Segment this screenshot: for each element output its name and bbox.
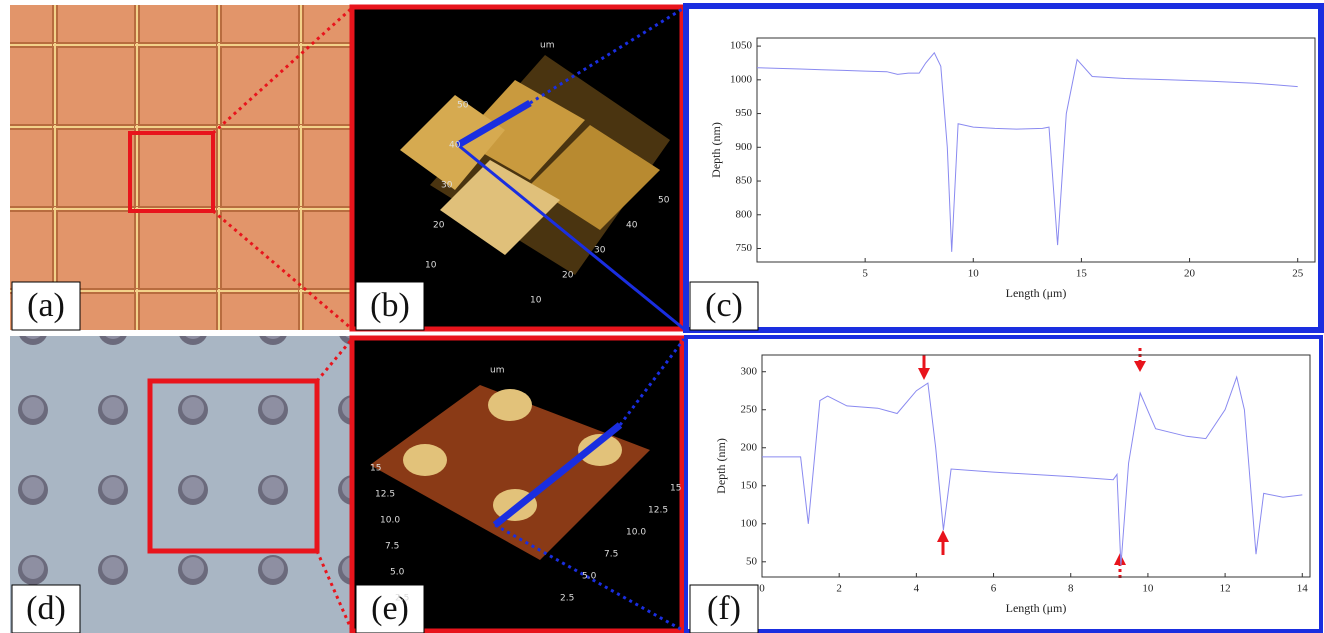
panel-label-box — [689, 584, 759, 633]
afm-surface — [370, 385, 650, 560]
y-axis-label: Depth (nm) — [714, 438, 728, 494]
x-axis-label: Length (μm) — [1006, 601, 1067, 615]
arrow — [918, 348, 1146, 578]
x-tick-label: 15 — [1076, 268, 1088, 280]
afm-tick: 10.0 — [380, 516, 400, 526]
x-axis-label: Length (μm) — [1006, 286, 1067, 300]
afm-unit: um — [490, 366, 504, 376]
afm-tick: 2.5 — [395, 594, 409, 604]
connector — [211, 6, 686, 633]
x-tick-label: 12 — [1220, 583, 1231, 595]
afm-tick: 5.0 — [390, 568, 405, 578]
y-tick-label: 800 — [736, 208, 753, 220]
x-tick-label: 10 — [968, 268, 980, 280]
afm-tick: 15 — [370, 464, 381, 474]
y-tick-label: 1050 — [730, 40, 753, 52]
x-tick-label: 5 — [862, 268, 868, 280]
plot-area — [761, 354, 1311, 578]
panel-label: (b) — [370, 287, 410, 324]
roi-box — [147, 378, 320, 554]
panel-label-box — [11, 281, 81, 331]
chart-frame — [684, 335, 1323, 633]
afm-tick: 5.0 — [582, 572, 597, 582]
afm-tick: 50 — [658, 196, 670, 206]
afm-tick: 50 — [457, 101, 469, 111]
plot-area — [756, 37, 1316, 263]
afm-tick: 10 — [425, 261, 437, 271]
y-tick-label: 850 — [736, 175, 753, 187]
x-tick-label: 10 — [1142, 583, 1154, 595]
panel-label-box — [11, 584, 81, 633]
afm-surface — [400, 55, 670, 275]
afm-tick: 10.0 — [626, 528, 646, 538]
x-tick-label: 6 — [991, 583, 997, 595]
afm-tick: 30 — [441, 181, 453, 191]
y-tick-label: 200 — [741, 441, 758, 453]
y-axis-label: Depth (nm) — [709, 122, 723, 178]
afm-tick: 20 — [433, 221, 445, 231]
y-tick-label: 300 — [741, 365, 758, 377]
afm-tick: 15 — [670, 484, 681, 494]
y-tick-label: 100 — [741, 517, 758, 529]
y-tick-label: 950 — [736, 107, 753, 119]
roi-box — [128, 131, 215, 213]
x-tick-label: 4 — [914, 583, 920, 595]
y-tick-label: 750 — [736, 242, 753, 254]
x-tick-label: 20 — [1184, 268, 1196, 280]
panel-label-box — [689, 281, 759, 331]
line-series — [756, 51, 1298, 252]
afm-unit: um — [540, 41, 554, 51]
micrograph-d — [10, 336, 350, 633]
x-tick-label: 0 — [759, 583, 765, 595]
panel-label: (a) — [27, 287, 65, 324]
micrograph-a — [10, 5, 350, 330]
afm-tick: 30 — [594, 246, 606, 256]
x-tick-label: 2 — [836, 583, 842, 595]
x-tick-label: 14 — [1297, 583, 1309, 595]
panel-label: (f) — [707, 590, 741, 627]
afm-tick: 10 — [530, 296, 542, 306]
y-tick-label: 150 — [741, 479, 758, 491]
x-tick-label: 8 — [1068, 583, 1074, 595]
line-series — [762, 375, 1303, 566]
afm-tick: 12.5 — [375, 490, 395, 500]
afm-tick: 2.5 — [560, 594, 574, 604]
y-tick-label: 50 — [746, 555, 758, 567]
panel-label: (d) — [26, 590, 66, 627]
chart-frame — [683, 3, 1324, 333]
y-tick-label: 250 — [741, 403, 758, 415]
x-tick-label: 25 — [1292, 268, 1304, 280]
panel-label-box — [355, 281, 425, 331]
afm-tick: 7.5 — [604, 550, 618, 560]
afm-tick: 20 — [562, 271, 574, 281]
afm-tick: 7.5 — [385, 542, 399, 552]
y-tick-label: 900 — [736, 141, 753, 153]
panel-label-box — [355, 584, 425, 633]
panel-label: (c) — [705, 287, 743, 324]
afm-tick: 40 — [626, 221, 638, 231]
y-tick-label: 1000 — [730, 73, 753, 85]
afm-tick: 40 — [449, 141, 461, 151]
afm-tick: 12.5 — [648, 506, 668, 516]
panel-label: (e) — [371, 590, 409, 627]
